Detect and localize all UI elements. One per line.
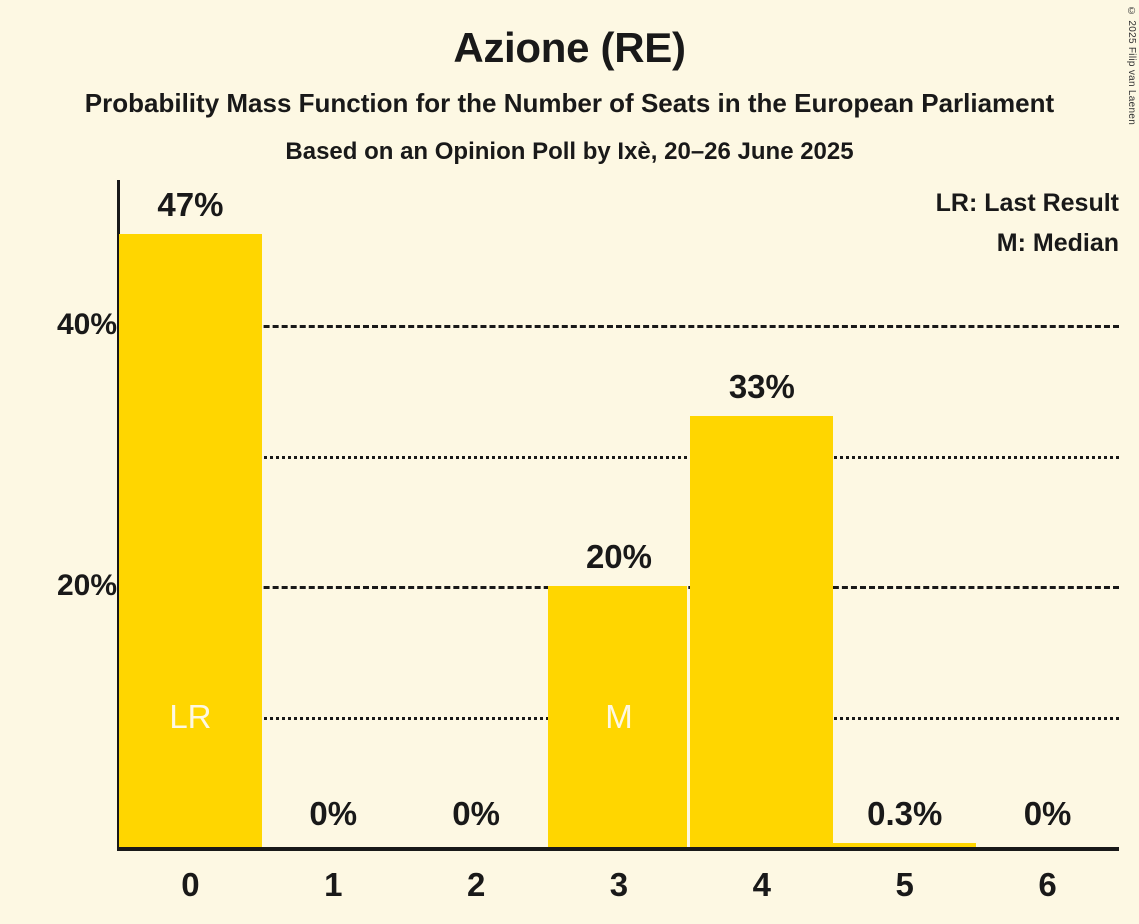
x-axis-label-3: 3: [609, 866, 629, 903]
x-axis-line: [117, 847, 1119, 851]
bar-seats-5[interactable]: [833, 843, 977, 847]
bar-marker-m-3: M: [605, 698, 633, 735]
plot-area: 47% LR 0% 0% 20% M 33% 0.3% 0%: [119, 180, 1119, 847]
legend-item-median: M: Median: [996, 229, 1119, 257]
gridline-40: [119, 325, 1119, 328]
page-title: Azione (RE): [453, 24, 686, 71]
y-axis-label-20: 20%: [56, 569, 117, 602]
bar-value-label-1: 0%: [309, 795, 358, 832]
copyright-notice: © 2025 Filip van Laenen: [1126, 6, 1137, 126]
bar-value-label-0: 47%: [157, 185, 224, 223]
x-axis-label-0: 0: [181, 866, 200, 903]
legend-item-last-result: LR: Last Result: [935, 189, 1119, 217]
x-axis-label-1: 1: [324, 866, 343, 903]
chart-source-subtitle: Based on an Opinion Poll by Ixè, 20–26 J…: [285, 138, 854, 165]
bar-marker-lr-0: LR: [169, 698, 212, 735]
x-axis-label-4: 4: [752, 866, 772, 903]
bar-value-label-6: 0%: [1023, 795, 1072, 832]
y-axis-tick-labels: 20% 40%: [0, 180, 117, 848]
bar-value-label-4: 33%: [728, 368, 795, 406]
x-axis-label-2: 2: [466, 866, 486, 903]
bar-value-label-5: 0.3%: [867, 795, 943, 832]
bar-seats-3[interactable]: [547, 586, 688, 847]
bar-value-label-2: 0%: [452, 795, 500, 832]
chart-subtitle: Probability Mass Function for the Number…: [84, 88, 1055, 118]
gridline-30: [119, 455, 1119, 459]
bar-seats-4[interactable]: [690, 416, 834, 847]
bar-value-label-3: 20%: [585, 538, 653, 575]
y-axis-line: [117, 180, 120, 848]
x-axis-label-5: 5: [895, 866, 914, 903]
x-axis-label-6: 6: [1038, 866, 1057, 903]
legend: LR: Last Result M: Median: [936, 183, 1119, 263]
y-axis-label-40: 40%: [56, 308, 117, 341]
bar-seats-0[interactable]: [119, 233, 262, 847]
